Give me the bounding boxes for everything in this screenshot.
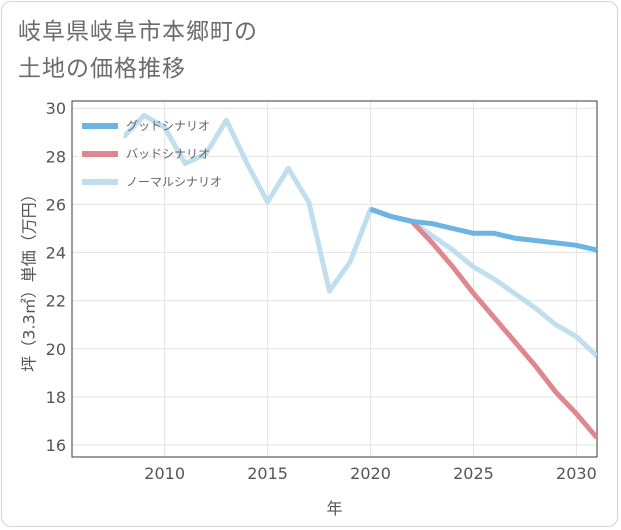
- title-line-2: 土地の価格推移: [18, 56, 186, 82]
- plot-frame: [71, 100, 598, 458]
- y-tick-label: 28: [46, 147, 66, 166]
- x-tick-label: 2010: [144, 464, 185, 483]
- legend-item-normal: ノーマルシナリオ: [78, 170, 222, 192]
- legend-label: ノーマルシナリオ: [126, 175, 222, 189]
- series-good-line: [369, 206, 597, 253]
- y-tick-labels: 16 18 20 22 24 26 28 30: [46, 99, 66, 455]
- series-layer: [121, 112, 597, 440]
- y-tick-label: 30: [46, 99, 66, 118]
- page-title: 岐阜県岐阜市本郷町の 土地の価格推移: [18, 14, 258, 88]
- legend-item-good: グッドシナリオ: [78, 114, 210, 136]
- x-tick-label: 2015: [247, 464, 288, 483]
- title-line-1: 岐阜県岐阜市本郷町の: [18, 19, 258, 45]
- x-tick-label: 2020: [350, 464, 391, 483]
- series-normal-line: [121, 112, 597, 358]
- y-tick-label: 20: [46, 340, 66, 359]
- x-tick-label: 2030: [556, 464, 597, 483]
- y-tick-label: 22: [46, 292, 66, 311]
- y-tick-label: 24: [46, 244, 66, 263]
- legend-label: グッドシナリオ: [126, 119, 210, 133]
- y-tick-label: 18: [46, 388, 66, 407]
- legend-label: バッドシナリオ: [126, 147, 210, 161]
- legend-item-bad: バッドシナリオ: [78, 142, 210, 164]
- grid-lines: [72, 101, 597, 457]
- y-tick-label: 26: [46, 195, 66, 214]
- x-tick-labels: 2010 2015 2020 2025 2030: [144, 464, 596, 483]
- x-axis-label: 年: [326, 499, 342, 518]
- y-tick-label: 16: [46, 436, 66, 455]
- y-axis-label: 坪（3.3㎡）単価（万円）: [20, 186, 39, 371]
- x-tick-label: 2025: [453, 464, 494, 483]
